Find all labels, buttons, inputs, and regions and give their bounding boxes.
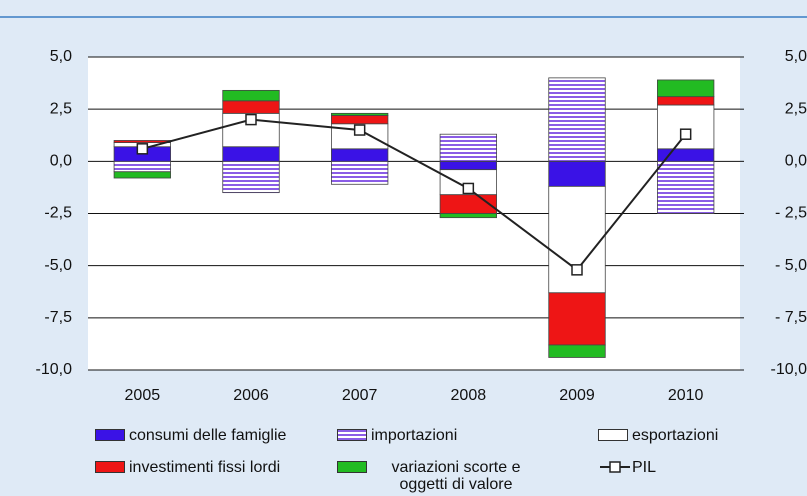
- marker: [462, 182, 475, 195]
- x-tick-label: 2007: [342, 387, 378, 404]
- bar: [439, 160, 497, 171]
- marker: [679, 128, 692, 140]
- bar: [439, 213, 497, 219]
- bar: [331, 148, 389, 162]
- bar: [113, 160, 171, 173]
- legend-swatch: [600, 461, 630, 473]
- y2-tick-label: - 2,5: [775, 205, 807, 222]
- bar: [657, 104, 715, 150]
- marker: [136, 143, 149, 155]
- legend-item: PIL: [598, 459, 656, 476]
- y-tick-label: -7,5: [44, 309, 72, 326]
- grid: [88, 56, 740, 371]
- bar: [331, 160, 389, 185]
- legend-item: esportazioni: [598, 427, 718, 444]
- legend-marker: [609, 461, 621, 473]
- legend-label: PIL: [632, 459, 657, 476]
- bar: [548, 292, 606, 346]
- legend-label: consumi delle famiglie: [129, 427, 287, 444]
- bar: [331, 112, 389, 116]
- bar: [657, 79, 715, 98]
- legend-swatch: [598, 429, 628, 441]
- bar: [222, 89, 280, 102]
- marker: [353, 124, 366, 136]
- legend-item: investimenti fissi lordi: [95, 459, 280, 476]
- legend-label: esportazioni: [632, 427, 719, 444]
- bar: [548, 185, 606, 294]
- bar: [222, 160, 280, 194]
- y-tick-label: -2,5: [44, 205, 72, 222]
- x-tick-label: 2006: [233, 387, 269, 404]
- bar: [657, 96, 715, 106]
- x-tick-label: 2005: [125, 387, 161, 404]
- x-tick-label: 2009: [559, 387, 595, 404]
- bar: [113, 171, 171, 179]
- legend-item: importazioni: [337, 427, 457, 444]
- bar: [113, 140, 171, 143]
- legend-label: investimenti fissi lordi: [129, 459, 281, 476]
- marker: [245, 113, 257, 126]
- bar: [548, 344, 606, 358]
- bar: [657, 160, 715, 214]
- legend-item: consumi delle famiglie: [95, 427, 286, 444]
- x-tick-label: 2010: [668, 387, 704, 404]
- legend-item: variazioni scorte e oggetti di valore: [337, 459, 541, 493]
- legend-label: importazioni: [371, 427, 458, 444]
- line: [142, 118, 687, 272]
- y2-tick-label: -10,0: [771, 361, 807, 378]
- y2-tick-label: 5,0: [785, 48, 807, 65]
- y-tick-label: -5,0: [44, 257, 72, 274]
- bar: [548, 77, 606, 162]
- legend-swatch: [95, 429, 125, 441]
- y2-tick-label: 2,5: [785, 100, 807, 117]
- legend-swatch: [337, 461, 367, 473]
- y-tick-label: 5,0: [50, 48, 72, 65]
- marker: [571, 264, 583, 276]
- bar: [439, 133, 497, 162]
- x-tick-label: 2008: [451, 387, 487, 404]
- y-tick-label: 0,0: [50, 153, 72, 170]
- y-tick-label: -10,0: [36, 361, 73, 378]
- bar: [222, 100, 280, 114]
- y2-tick-label: 0,0: [785, 153, 807, 170]
- y-tick-label: 2,5: [50, 100, 72, 117]
- legend-label: variazioni scorte e oggetti di valore: [391, 459, 521, 493]
- y2-tick-label: - 7,5: [775, 309, 807, 326]
- y2-tick-label: - 5,0: [775, 257, 807, 274]
- legend-swatch: [95, 461, 125, 473]
- bar: [548, 160, 606, 187]
- bar: [331, 115, 389, 125]
- bar: [222, 146, 280, 162]
- legend-swatch: [337, 429, 367, 441]
